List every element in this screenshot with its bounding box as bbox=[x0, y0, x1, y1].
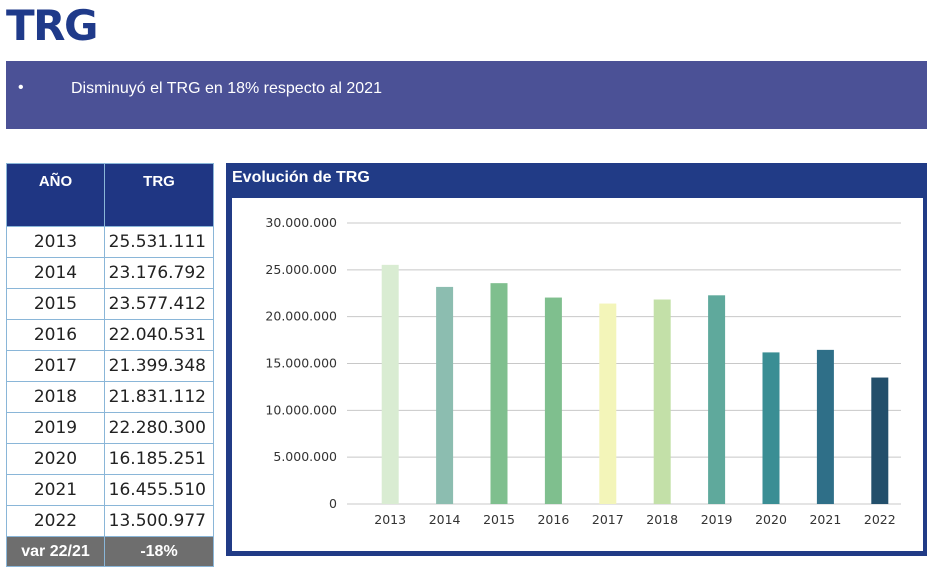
trg-cell: 22.040.531 bbox=[104, 319, 214, 351]
chart-panel: Evolución de TRG 0 5.000.000 10.000.000 15.… bbox=[226, 163, 927, 556]
table-row: 2016 22.040.531 bbox=[6, 319, 214, 351]
year-cell: 2013 bbox=[6, 226, 105, 258]
bar bbox=[762, 352, 780, 504]
y-tick-label: 5.000.000 bbox=[273, 449, 337, 464]
y-tick-label: 30.000.000 bbox=[265, 215, 337, 230]
column-header-year: AÑO bbox=[6, 163, 105, 227]
summary-text: Disminuyó el TRG en 18% respecto al 2021 bbox=[71, 80, 382, 97]
trg-cell: 22.280.300 bbox=[104, 412, 214, 444]
table-row: 2014 23.176.792 bbox=[6, 257, 214, 289]
year-cell: 2019 bbox=[6, 412, 105, 444]
year-cell: 2018 bbox=[6, 381, 105, 413]
bar bbox=[436, 286, 454, 504]
bar bbox=[708, 295, 726, 504]
trg-cell: 21.399.348 bbox=[104, 350, 214, 382]
trg-bar-chart: 0 5.000.000 10.000.000 15.000.000 20.000.000… bbox=[265, 215, 901, 527]
table-header-row: AÑO TRG bbox=[6, 163, 214, 227]
table-row: 2017 21.399.348 bbox=[6, 350, 214, 382]
bar bbox=[381, 264, 399, 504]
table-row: 2022 13.500.977 bbox=[6, 505, 214, 537]
x-tick-label: 2020 bbox=[755, 512, 787, 527]
table-row: 2020 16.185.251 bbox=[6, 443, 214, 475]
variation-row: var 22/21 -18% bbox=[6, 536, 214, 567]
variation-value: -18% bbox=[104, 536, 214, 567]
y-tick-label: 20.000.000 bbox=[265, 309, 337, 324]
y-tick-label: 15.000.000 bbox=[265, 356, 337, 371]
x-tick-label: 2017 bbox=[592, 512, 624, 527]
x-tick-label: 2016 bbox=[537, 512, 569, 527]
trg-cell: 21.831.112 bbox=[104, 381, 214, 413]
year-cell: 2020 bbox=[6, 443, 105, 475]
x-tick-label: 2018 bbox=[646, 512, 678, 527]
page-title: TRG bbox=[6, 1, 98, 50]
table-row: 2013 25.531.111 bbox=[6, 226, 214, 258]
bar bbox=[653, 299, 671, 504]
trg-cell: 16.185.251 bbox=[104, 443, 214, 475]
trg-table: AÑO TRG 2013 25.531.111 2014 23.176.792 20… bbox=[6, 163, 214, 567]
table-row: 2019 22.280.300 bbox=[6, 412, 214, 444]
year-cell: 2017 bbox=[6, 350, 105, 382]
trg-cell: 16.455.510 bbox=[104, 474, 214, 506]
summary-banner: • Disminuyó el TRG en 18% respecto al 20… bbox=[6, 61, 927, 129]
x-tick-label: 2022 bbox=[864, 512, 896, 527]
bar bbox=[599, 303, 617, 504]
trg-cell: 25.531.111 bbox=[104, 226, 214, 258]
bar bbox=[871, 377, 889, 504]
x-tick-label: 2014 bbox=[429, 512, 461, 527]
bar bbox=[544, 297, 562, 504]
trg-cell: 23.176.792 bbox=[104, 257, 214, 289]
trg-cell: 23.577.412 bbox=[104, 288, 214, 320]
table-row: 2015 23.577.412 bbox=[6, 288, 214, 320]
variation-label: var 22/21 bbox=[6, 536, 105, 567]
bar bbox=[816, 349, 834, 504]
table-row: 2021 16.455.510 bbox=[6, 474, 214, 506]
year-cell: 2022 bbox=[6, 505, 105, 537]
trg-cell: 13.500.977 bbox=[104, 505, 214, 537]
year-cell: 2016 bbox=[6, 319, 105, 351]
y-tick-label: 25.000.000 bbox=[265, 262, 337, 277]
y-tick-label: 10.000.000 bbox=[265, 402, 337, 417]
y-tick-label: 0 bbox=[329, 496, 337, 511]
year-cell: 2014 bbox=[6, 257, 105, 289]
chart-area: 0 5.000.000 10.000.000 15.000.000 20.000.000… bbox=[232, 198, 923, 551]
x-tick-label: 2021 bbox=[809, 512, 841, 527]
x-tick-label: 2019 bbox=[701, 512, 733, 527]
year-cell: 2021 bbox=[6, 474, 105, 506]
x-tick-label: 2013 bbox=[374, 512, 406, 527]
year-cell: 2015 bbox=[6, 288, 105, 320]
chart-title: Evolución de TRG bbox=[232, 169, 370, 186]
x-tick-label: 2015 bbox=[483, 512, 515, 527]
bullet-point: • bbox=[18, 79, 24, 96]
column-header-trg: TRG bbox=[104, 163, 214, 227]
table-row: 2018 21.831.112 bbox=[6, 381, 214, 413]
bar bbox=[490, 283, 508, 504]
